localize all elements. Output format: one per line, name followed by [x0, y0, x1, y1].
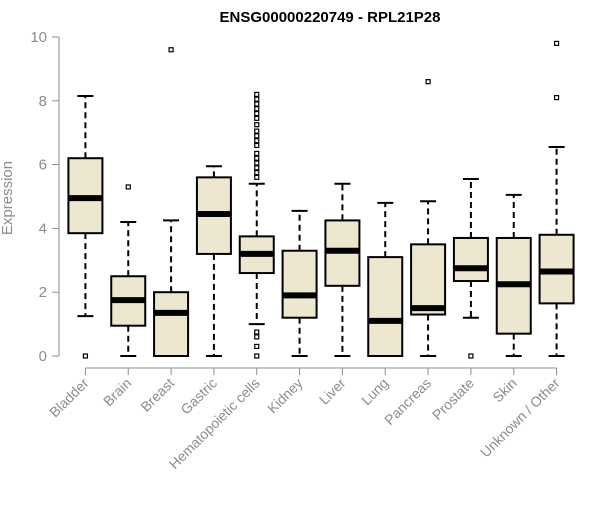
box-group [452, 177, 489, 359]
chart-title: ENSG00000220749 - RPL21P28 [220, 9, 441, 26]
box-group [195, 165, 232, 357]
box-group [281, 209, 318, 357]
outlier-point [254, 122, 260, 128]
box-iqr [153, 291, 190, 358]
box-group [495, 193, 532, 357]
outlier-point [553, 40, 560, 46]
x-tick-label: Lung [358, 375, 391, 408]
x-tick-label: Skin [489, 375, 520, 406]
boxes-layer [67, 40, 575, 359]
box-iqr [452, 236, 489, 283]
x-tick-label: Pancreas [381, 375, 434, 428]
outlier-point [254, 91, 260, 98]
box-iqr [367, 256, 404, 357]
y-tick-label: 10 [30, 29, 47, 46]
box-iqr [281, 249, 318, 319]
outlier-point [254, 133, 260, 139]
x-tick-label: Brain [100, 375, 134, 409]
outlier-point [254, 174, 260, 180]
outlier-point [254, 353, 260, 359]
outlier-point [254, 160, 260, 166]
outlier-point [254, 169, 260, 176]
x-tick-label: Breast [137, 375, 177, 415]
outlier-point [254, 115, 260, 121]
y-tick-label: 4 [39, 220, 47, 237]
y-tick-label: 0 [39, 348, 47, 365]
box-group [110, 184, 147, 357]
y-tick-label: 8 [39, 93, 47, 110]
outlier-point [254, 142, 260, 149]
box-group [324, 182, 361, 357]
y-axis: 0 2 4 6 8 10 [30, 29, 60, 365]
box-group [367, 201, 404, 357]
x-tick-label: Prostate [429, 375, 477, 423]
outlier-point [425, 79, 431, 85]
outlier-point [254, 165, 260, 171]
box-group [538, 40, 575, 357]
box-group [67, 95, 104, 359]
outlier-point [168, 47, 174, 53]
outlier-point [468, 353, 474, 359]
outlier-point [254, 101, 260, 107]
outlier-point [254, 128, 260, 134]
x-tick-label: Bladder [46, 375, 92, 421]
outlier-point [254, 138, 260, 144]
outlier-point [553, 95, 560, 101]
box-group [153, 47, 190, 358]
box-iqr [410, 243, 447, 316]
outlier-point [254, 110, 260, 117]
outlier-point [254, 155, 260, 161]
x-tick-label: Liver [316, 375, 349, 408]
outlier-point [254, 106, 260, 112]
x-tick-label: Kidney [264, 375, 306, 417]
outlier-point [254, 343, 260, 350]
outlier-point [254, 329, 260, 335]
x-tick-label: Gastric [177, 375, 220, 418]
box-group [238, 91, 275, 359]
y-axis-label: Expression [0, 161, 16, 235]
outlier-point [254, 96, 260, 102]
outlier-point [254, 334, 260, 340]
x-tick-label: Unknown / Other [477, 375, 563, 461]
y-tick-label: 6 [39, 157, 47, 174]
y-tick-label: 2 [39, 284, 47, 301]
outlier-point [82, 353, 89, 359]
outlier-point [254, 150, 260, 157]
outlier-point [125, 184, 131, 190]
box-group [410, 79, 447, 357]
